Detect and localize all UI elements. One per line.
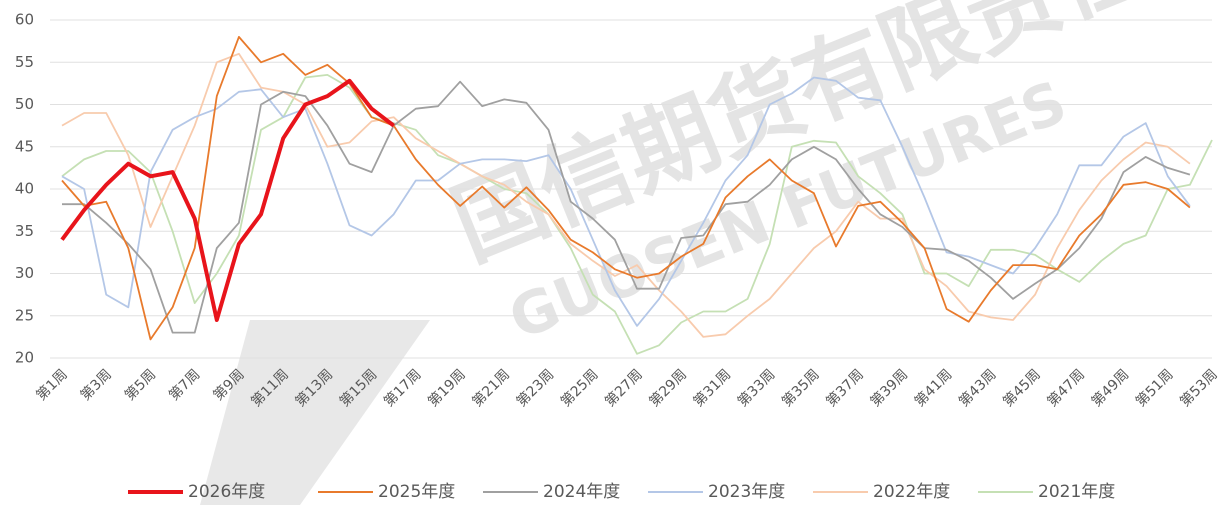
x-tick-label: 第1周 xyxy=(33,366,71,404)
x-tick-label: 第49周 xyxy=(1088,366,1132,410)
y-tick-label: 25 xyxy=(15,306,34,324)
legend-label: 2023年度 xyxy=(708,482,785,502)
y-tick-label: 30 xyxy=(15,264,34,282)
x-tick-label: 第27周 xyxy=(601,366,645,410)
x-tick-label: 第39周 xyxy=(867,366,911,410)
legend-label: 2022年度 xyxy=(873,482,950,502)
y-tick-label: 60 xyxy=(15,11,34,29)
series-line xyxy=(61,76,1191,327)
x-tick-label: 第7周 xyxy=(165,366,203,404)
x-tick-label: 第29周 xyxy=(646,366,690,410)
series-line xyxy=(62,80,1191,334)
x-tick-label: 第47周 xyxy=(1044,366,1088,410)
x-tick-label: 第53周 xyxy=(1176,366,1219,410)
series-line xyxy=(61,74,1213,355)
x-tick-label: 第23周 xyxy=(513,366,557,410)
y-tick-label: 40 xyxy=(15,180,34,198)
y-tick-label: 50 xyxy=(15,95,34,113)
x-tick-label: 第3周 xyxy=(77,366,115,404)
y-tick-label: 20 xyxy=(15,349,34,367)
series xyxy=(61,76,1191,327)
x-tick-label: 第43周 xyxy=(955,366,999,410)
x-tick-label: 第33周 xyxy=(734,366,778,410)
x-tick-label: 第41周 xyxy=(911,366,955,410)
x-tick-label: 第21周 xyxy=(469,366,513,410)
y-tick-label: 35 xyxy=(15,222,34,240)
series xyxy=(61,36,1191,341)
legend-label: 2021年度 xyxy=(1038,482,1115,502)
x-tick-label: 第31周 xyxy=(690,366,734,410)
x-tick-label: 第25周 xyxy=(557,366,601,410)
series-line xyxy=(60,78,395,322)
legend-label: 2024年度 xyxy=(543,482,620,502)
y-tick-label: 45 xyxy=(15,137,34,155)
logo-shape xyxy=(200,320,430,505)
series-line xyxy=(61,36,1191,341)
series-line xyxy=(61,52,1191,338)
legend-label: 2025年度 xyxy=(378,482,455,502)
series xyxy=(61,74,1213,355)
x-tick-label: 第19周 xyxy=(424,366,468,410)
y-tick-label: 55 xyxy=(15,53,34,71)
legend-label: 2026年度 xyxy=(188,482,265,502)
x-tick-label: 第5周 xyxy=(121,366,159,404)
series xyxy=(60,78,395,322)
x-tick-label: 第45周 xyxy=(999,366,1043,410)
series xyxy=(61,52,1191,338)
series xyxy=(62,80,1191,334)
x-tick-label: 第51周 xyxy=(1132,366,1176,410)
x-tick-label: 第35周 xyxy=(778,366,822,410)
x-tick-label: 第37周 xyxy=(823,366,867,410)
